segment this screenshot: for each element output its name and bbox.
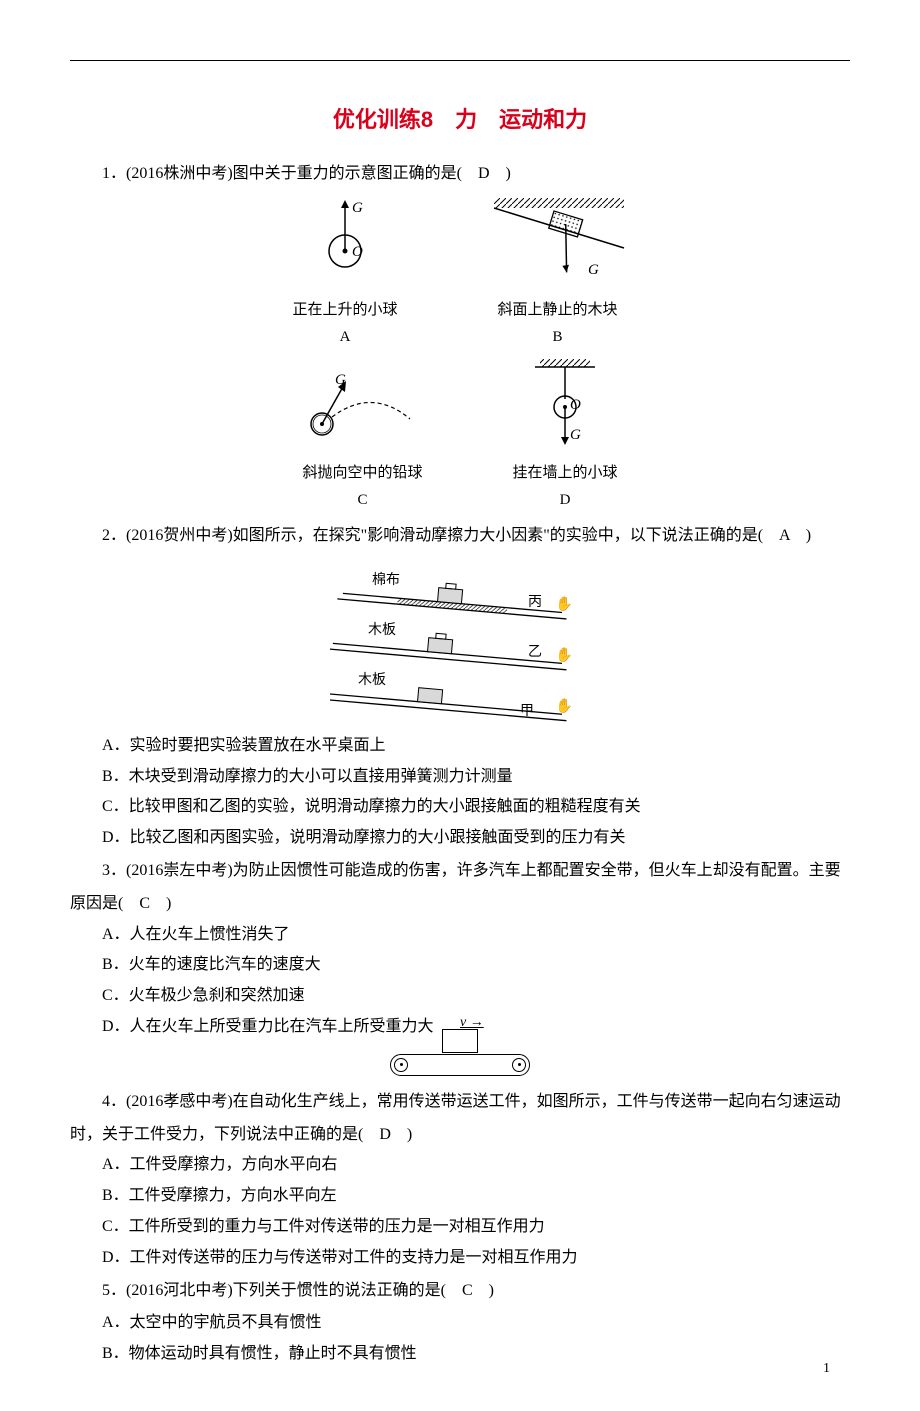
q1-figA: G O 正在上升的小球 A [292,196,397,351]
q5-prompt: 5．(2016河北中考)下列关于惯性的说法正确的是( C ) [70,1277,850,1306]
label-wood2: 木板 [358,672,386,688]
q1-figC-caption: 斜抛向空中的铅球 [302,460,422,487]
q1-figC: G 斜抛向空中的铅球 C [302,369,422,514]
q5-optB: B．物体运动时具有惯性，静止时不具有惯性 [70,1340,850,1369]
q2-optC: C．比较甲图和乙图的实验，说明滑动摩擦力的大小跟接触面的粗糙程度有关 [70,793,850,822]
q4-optB: B．工件受摩擦力，方向水平向左 [70,1182,850,1211]
svg-text:✋: ✋ [555,646,574,664]
q1-fig-row1: G O 正在上升的小球 A G 斜面上静止的木块 B [70,196,850,351]
q3-prompt: 3．(2016崇左中考)为防止因惯性可能造成的伤害，许多汽车上都配置安全带，但火… [70,857,850,886]
q4-optA: A．工件受摩擦力，方向水平向右 [70,1151,850,1180]
svg-text:G: G [352,200,363,216]
tag-m: 乙 [528,644,542,660]
q1-figC-letter: C [302,487,422,514]
q3-prompt2: 原因是( C ) [70,890,850,919]
q5-optA: A．太空中的宇航员不具有惯性 [70,1309,850,1338]
q1-figA-letter: A [292,324,397,351]
label-wood1: 木板 [368,622,396,638]
q4-prompt: 4．(2016孝感中考)在自动化生产线上，常用传送带运送工件，如图所示，工件与传… [70,1088,850,1117]
q1-prompt: 1．(2016株洲中考)图中关于重力的示意图正确的是( D ) [70,160,850,189]
q1-figB: G 斜面上静止的木块 B [488,196,628,351]
q3-optB: B．火车的速度比汽车的速度大 [70,951,850,980]
svg-text:G: G [588,262,599,278]
q2-optD: D．比较乙图和丙图实验，说明滑动摩擦力的大小跟接触面受到的压力有关 [70,824,850,853]
q2-figure: ✋ 棉布 丙 ✋ 木板 乙 ✋ 木板 甲 [70,559,850,724]
wheel-left-icon [394,1058,408,1072]
q4-prompt2: 时，关于工件受力，下列说法中正确的是( D ) [70,1121,850,1150]
q4-optD: D．工件对传送带的压力与传送带对工件的支持力是一对相互作用力 [70,1244,850,1273]
svg-text:✋: ✋ [555,595,574,613]
q2-prompt: 2．(2016贺州中考)如图所示，在探究"影响滑动摩擦力大小因素"的实验中，以下… [70,522,850,551]
header-rule [70,60,850,61]
q1-figB-caption: 斜面上静止的木块 [488,297,628,324]
q1-figD-caption: 挂在墙上的小球 [513,460,618,487]
belt-icon [390,1054,530,1076]
svg-text:O: O [352,244,363,260]
q2-optB: B．木块受到滑动摩擦力的大小可以直接用弹簧测力计测量 [70,763,850,792]
svg-text:G: G [570,427,581,443]
q3-optC: C．火车极少急刹和突然加速 [70,982,850,1011]
svg-text:O: O [570,397,581,413]
workpiece-icon [442,1029,478,1053]
q1-figD-letter: D [513,487,618,514]
q1-figA-caption: 正在上升的小球 [292,297,397,324]
q4-optC: C．工件所受到的重力与工件对传送带的压力是一对相互作用力 [70,1213,850,1242]
svg-text:✋: ✋ [555,696,574,714]
q1-figB-letter: B [488,324,628,351]
q2-optA: A．实验时要把实验装置放在水平桌面上 [70,732,850,761]
tag-t: 甲 [520,704,534,719]
q1-figD: O G 挂在墙上的小球 D [513,359,618,514]
q4-figure: v → [70,1054,850,1076]
label-cotton: 棉布 [372,571,400,588]
tag-b: 丙 [528,595,542,610]
q3-optA: A．人在火车上惯性消失了 [70,921,850,950]
svg-text:G: G [335,372,346,388]
page-number: 1 [823,1356,830,1381]
wheel-right-icon [512,1058,526,1072]
q1-fig-row2: G 斜抛向空中的铅球 C O G 挂在墙上的小球 D [70,359,850,514]
page-title: 优化训练8 力 运动和力 [70,100,850,140]
